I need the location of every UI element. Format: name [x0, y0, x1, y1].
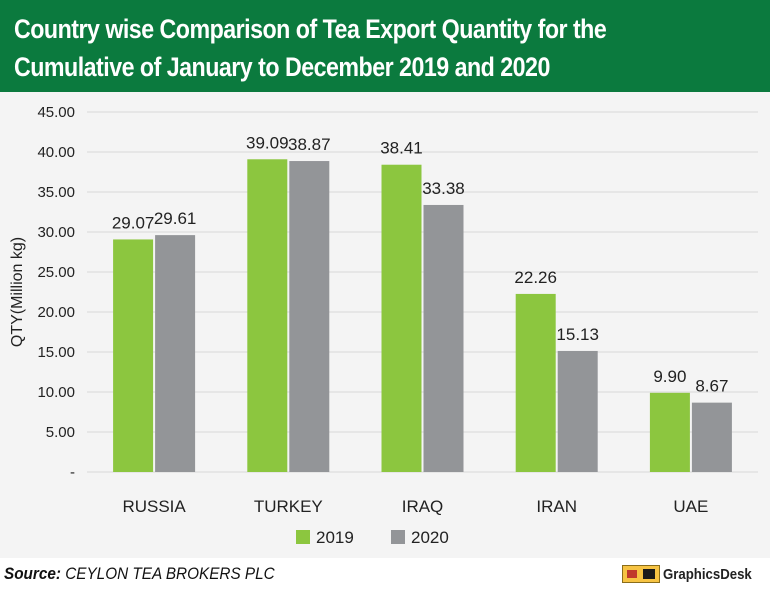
chart-title-line-2: Cumulative of January to December 2019 a… [14, 52, 550, 82]
legend-swatch-2019 [296, 530, 310, 544]
legend-label: 2019 [316, 528, 354, 547]
source-text: CEYLON TEA BROKERS PLC [65, 564, 275, 583]
bar-2019-uae [649, 392, 690, 472]
y-tick-label: 45.00 [37, 104, 75, 121]
bar-2019-russia [113, 239, 154, 472]
y-tick-label: 20.00 [37, 304, 75, 321]
data-label: 22.26 [514, 268, 557, 287]
publisher-logo: GraphicsDesk [622, 564, 764, 584]
bar-2019-turkey [247, 159, 288, 472]
daily-ft-logo-icon [622, 565, 661, 583]
x-tick-label: RUSSIA [122, 497, 186, 516]
x-tick-label: UAE [673, 497, 708, 516]
y-tick-label: 25.00 [37, 264, 75, 281]
data-label: 15.13 [556, 325, 599, 344]
footer: Source: CEYLON TEA BROKERS PLC GraphicsD… [0, 558, 770, 591]
y-tick-label: 35.00 [37, 184, 75, 201]
bar-2020-uae [691, 402, 732, 472]
legend-label: 2020 [411, 528, 449, 547]
bar-2020-turkey [289, 161, 330, 472]
x-tick-label: IRAN [536, 497, 577, 516]
source-note: Source: CEYLON TEA BROKERS PLC [4, 564, 275, 584]
source-label: Source: [4, 564, 61, 583]
y-axis-label: QTY(Million kg) [9, 237, 26, 347]
data-label: 9.90 [653, 367, 686, 386]
logo-text: GraphicsDesk [663, 565, 752, 583]
y-tick-label: 40.00 [37, 144, 75, 161]
data-label: 8.67 [695, 377, 728, 396]
data-label: 29.61 [154, 209, 197, 228]
y-tick-label: 30.00 [37, 224, 75, 241]
chart-title-line-1: Country wise Comparison of Tea Export Qu… [14, 14, 607, 44]
data-label: 29.07 [112, 213, 155, 232]
bar-2020-iraq [423, 204, 464, 472]
bar-2019-iraq [381, 164, 422, 472]
bar-2019-iran [515, 293, 556, 472]
bar-2020-iran [557, 350, 598, 472]
data-label: 33.38 [422, 179, 465, 198]
bar-chart: - 5.00 10.00 15.00 20.00 25.00 30.00 35.00 40.00… [9, 104, 758, 547]
data-label: 39.09 [246, 133, 289, 152]
x-tick-label: TURKEY [254, 497, 323, 516]
y-tick-label: 5.00 [46, 424, 75, 441]
y-tick-label: 10.00 [37, 384, 75, 401]
x-tick-label: IRAQ [402, 497, 444, 516]
y-tick-label: - [70, 464, 75, 481]
data-label: 38.87 [288, 135, 331, 154]
data-label: 38.41 [380, 139, 423, 158]
chart-area: - 5.00 10.00 15.00 20.00 25.00 30.00 35.00 40.00… [0, 92, 770, 558]
legend-swatch-2020 [391, 530, 405, 544]
y-tick-label: 15.00 [37, 344, 75, 361]
chart-header: Country wise Comparison of Tea Export Qu… [0, 0, 770, 92]
bar-2020-russia [155, 235, 196, 472]
